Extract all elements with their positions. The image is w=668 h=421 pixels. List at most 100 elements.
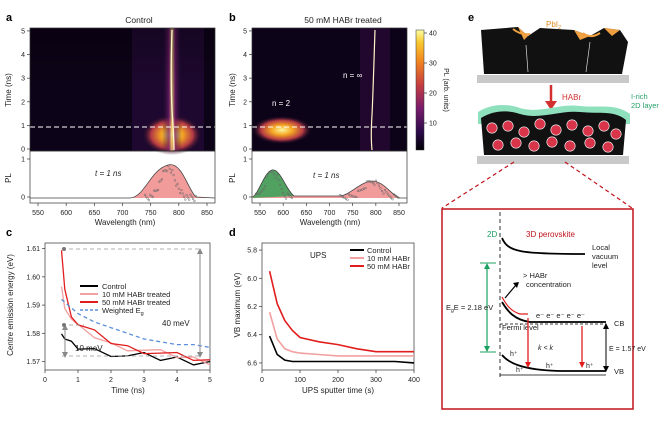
xtick-c: 5 — [208, 377, 212, 384]
pl-point — [272, 173, 276, 176]
panel-c: c Centre emission energy (eV) Time (ns) … — [6, 227, 212, 395]
pl-point — [380, 189, 384, 193]
pl-point — [149, 193, 152, 196]
grain-circle — [546, 136, 558, 148]
pl-point — [397, 196, 400, 200]
pl-point — [290, 196, 294, 199]
hole-1: h⁺ — [510, 351, 518, 358]
label-pbi2: PbI2 — [546, 20, 561, 31]
pl-point — [371, 181, 375, 185]
panel-b-title: 50 mM HABr treated — [304, 15, 382, 25]
pl-point — [265, 175, 268, 178]
panel-e: e PbI2 HABr I-rich 2D layer 2D 3D perovs… — [441, 12, 659, 410]
pl-point — [391, 197, 394, 201]
pl-point — [365, 180, 369, 183]
label-local-vac-3: level — [592, 261, 608, 270]
y-label-d: VB maximum (eV) — [233, 272, 242, 337]
xtick-c: 3 — [142, 377, 146, 384]
x-label-d: UPS sputter time (s) — [302, 386, 374, 395]
legend-c: Control 10 mM HABr treated 50 mM HABr tr… — [80, 282, 170, 317]
label-fermi: Fermi level — [502, 323, 539, 332]
ytick-c: 1.58 — [26, 331, 40, 338]
xtick-d: 200 — [332, 377, 344, 384]
b-xtick: 800 — [370, 210, 382, 217]
plot-area-c — [44, 242, 211, 371]
b-xtick: 650 — [300, 210, 312, 217]
xtick-d: 400 — [408, 377, 420, 384]
pl-point — [178, 191, 182, 195]
series-weighted-e — [61, 298, 211, 349]
label-local-vac-1: Local — [592, 243, 610, 252]
pl-point — [194, 194, 197, 198]
grain-circle — [492, 139, 504, 151]
pl-point — [254, 192, 258, 196]
grain-circle — [598, 120, 610, 132]
grain-circle — [518, 126, 530, 138]
label-2d-layer-1: I-rich — [631, 92, 648, 101]
pl-point — [284, 197, 288, 200]
pl-point — [180, 188, 183, 192]
colorbar-tick: 20 — [429, 91, 437, 98]
grain-circle — [566, 119, 578, 131]
title-d: UPS — [310, 251, 326, 260]
panel-b: b 50 mM HABr treated n = 2 n = ∞ t = 1 n… — [228, 12, 449, 227]
peak-trace-b — [370, 29, 376, 151]
b-xtick: 550 — [254, 210, 266, 217]
a-ytick: 0 — [21, 147, 25, 154]
pl-point — [356, 189, 360, 193]
label-2d: 2D — [487, 230, 497, 239]
ytick-d: 5.8 — [247, 248, 257, 255]
pl-point — [263, 185, 267, 188]
grain-circle — [582, 125, 594, 137]
label-n-inf: n = ∞ — [343, 71, 363, 80]
a-ytick: 5 — [21, 28, 25, 35]
hole-4: h⁺ — [586, 363, 594, 370]
xtick-d: 300 — [370, 377, 382, 384]
ytick-d: 6.0 — [247, 276, 257, 283]
pl-point — [165, 170, 169, 173]
ytick-d: 6.4 — [247, 332, 257, 339]
legend-label-control: Control — [102, 282, 127, 291]
panel-letter-a: a — [6, 12, 13, 24]
pl-point — [188, 198, 191, 201]
series-50-mm-habr — [268, 271, 414, 353]
panel-letter-c: c — [6, 227, 12, 239]
pl-point — [177, 187, 180, 190]
pl-scatter-b — [254, 170, 400, 201]
b-xtick: 700 — [324, 210, 336, 217]
panel-d: d VB maximum (eV) UPS sputter time (s) U… — [229, 227, 420, 395]
pl-point — [394, 194, 397, 197]
pl-point — [385, 191, 388, 194]
pl-point — [152, 189, 156, 192]
pl-point — [173, 179, 177, 182]
a-xtick: 850 — [201, 210, 213, 217]
x-label-b: Wavelength (nm) — [300, 218, 361, 227]
series-control — [268, 335, 415, 364]
t-label-b: t = 1 ns — [313, 171, 339, 180]
label-vb: VB — [614, 367, 624, 376]
panel-a-title: Control — [125, 15, 153, 25]
pl-point — [364, 186, 367, 190]
label-kr: k < k — [538, 345, 553, 352]
pl-point — [271, 170, 274, 174]
energy-diagram-box — [441, 208, 634, 410]
pl-point — [374, 179, 378, 182]
pl-point — [353, 195, 357, 198]
panel-a: a Control t = 1 ns Time (ns) PL Waveleng… — [4, 12, 216, 227]
colorbar-label: PL (arb. units) — [442, 68, 449, 112]
pl-point — [376, 181, 379, 185]
pl-point — [176, 182, 179, 185]
xtick-c: 2 — [109, 377, 113, 384]
grain-circle — [510, 137, 522, 149]
legend-label-weighted: Weighted Eg — [102, 306, 144, 317]
xtick-d: 100 — [294, 377, 306, 384]
pl-point — [172, 173, 175, 177]
pl-fill-b-green — [252, 169, 294, 198]
legend-d-label-50mm: 50 mM HABr — [367, 262, 410, 271]
a-pltick: 1 — [21, 157, 25, 164]
grain-circle — [502, 120, 514, 132]
grain-circle — [602, 141, 614, 153]
a-ytick: 3 — [21, 76, 25, 83]
pl-point — [159, 179, 162, 182]
